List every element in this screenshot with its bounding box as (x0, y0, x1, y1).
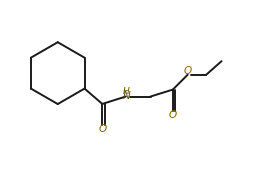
Text: H: H (123, 87, 130, 96)
Text: O: O (169, 110, 177, 120)
Text: O: O (98, 124, 106, 134)
Text: N: N (122, 91, 130, 101)
Text: O: O (184, 66, 192, 76)
